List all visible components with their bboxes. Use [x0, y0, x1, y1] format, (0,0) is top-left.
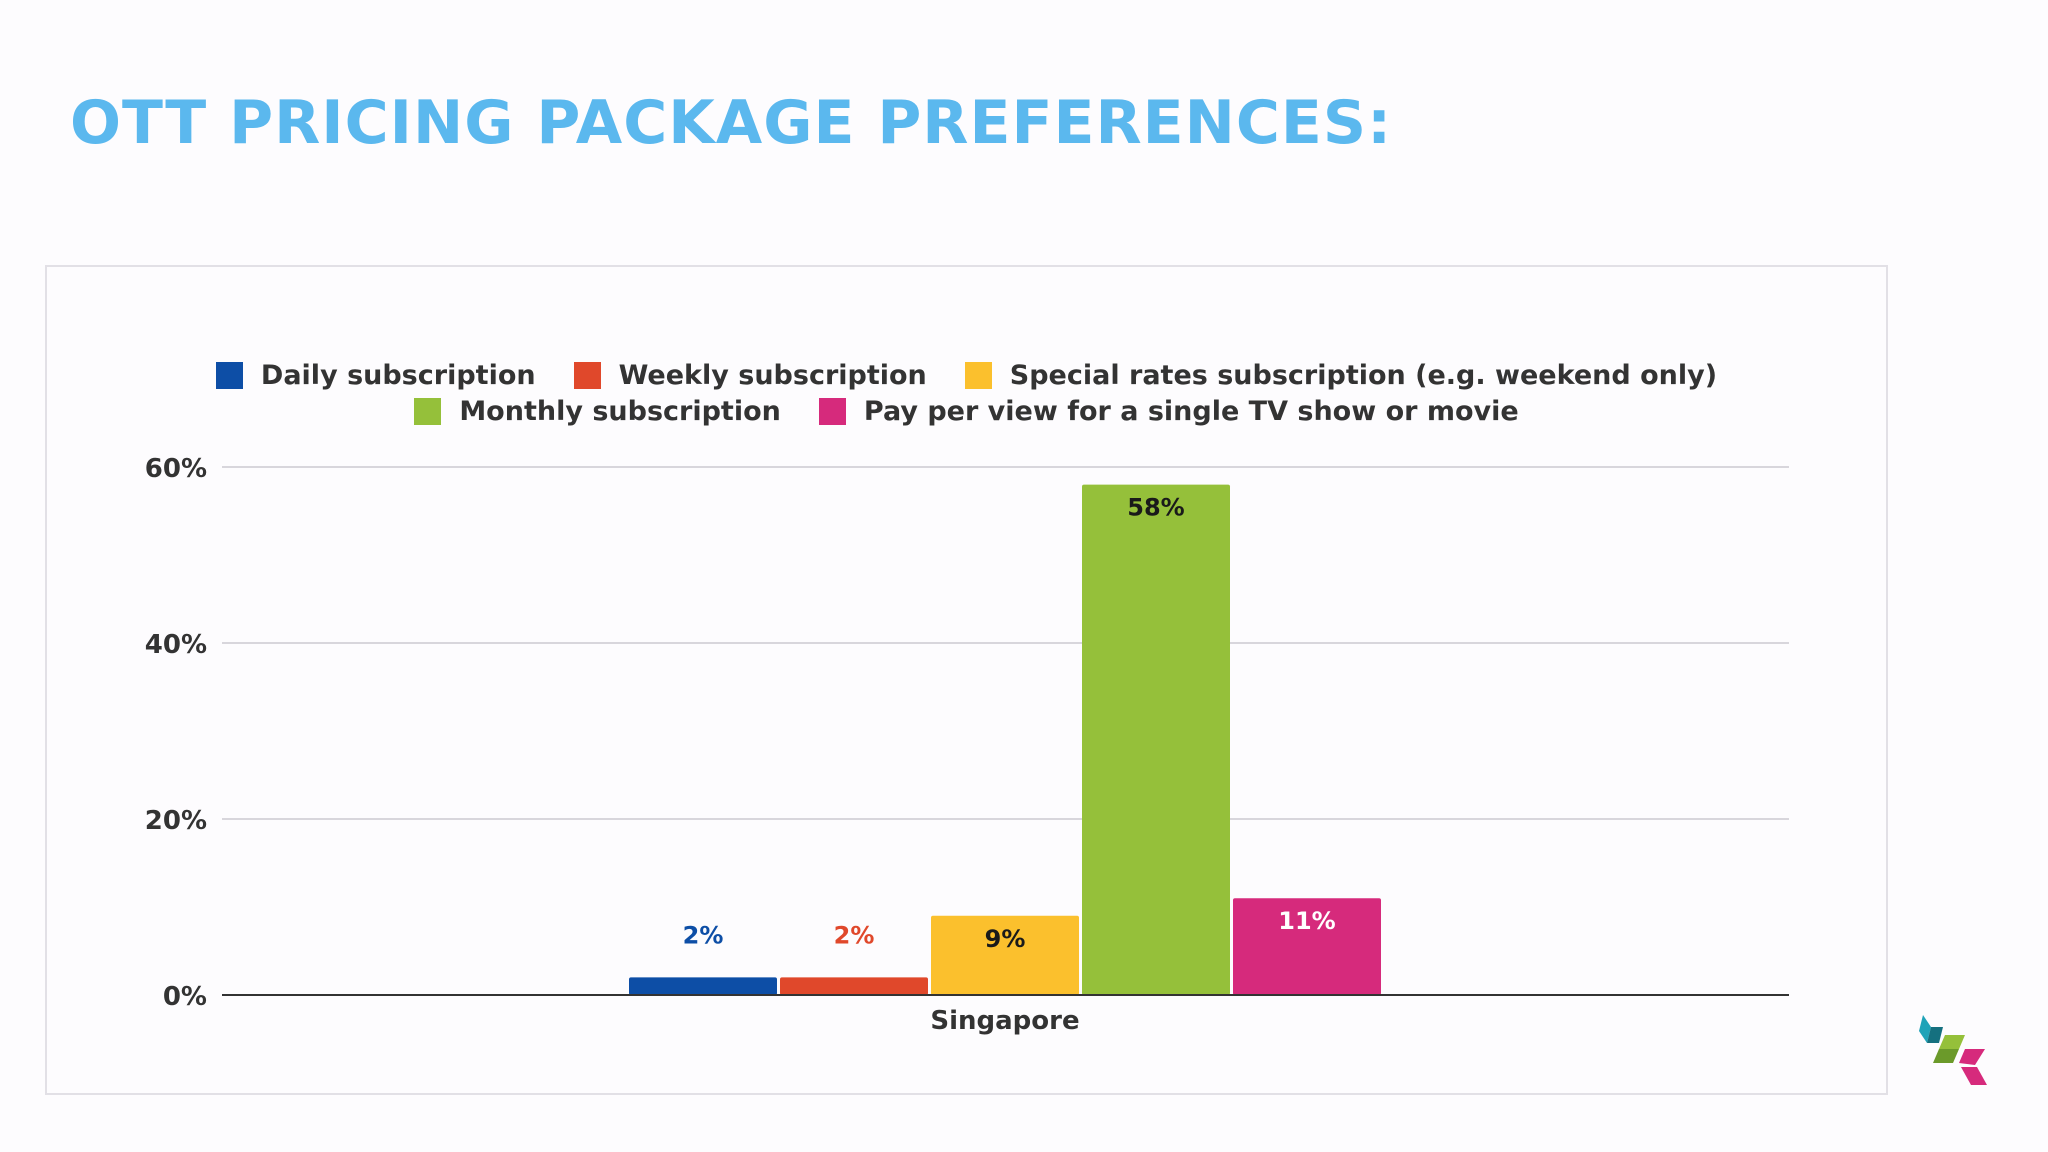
bar-chart: 0% 20% 40% 60% 2% 2% 9% 58% 11% Singapore	[145, 454, 1789, 1036]
legend-item: Monthly subscription	[414, 396, 781, 427]
bar	[629, 977, 777, 995]
legend-swatch	[573, 362, 601, 389]
y-tick-label: 40%	[145, 630, 207, 660]
bar	[780, 977, 928, 995]
data-label: 2%	[834, 921, 875, 949]
bar	[931, 915, 1079, 995]
slide-title: OTT PRICING PACKAGE PREFERENCES:	[70, 88, 1393, 158]
x-tick-label: Singapore	[930, 1006, 1079, 1036]
chart-legend-row-1: Daily subscription Weekly subscription Spe…	[47, 360, 1886, 391]
legend-label: Weekly subscription	[618, 360, 927, 391]
legend-item: Daily subscription	[215, 360, 536, 391]
legend-label: Daily subscription	[260, 360, 536, 391]
legend-swatch	[215, 362, 243, 389]
legend-item: Weekly subscription	[573, 360, 927, 391]
chart-container: Daily subscription Weekly subscription Spe…	[45, 265, 1888, 1095]
legend-label: Special rates subscription (e.g. weekend…	[1009, 360, 1718, 391]
y-tick-label: 20%	[145, 806, 207, 836]
data-label: 2%	[683, 921, 724, 949]
legend-label: Monthly subscription	[459, 396, 781, 427]
bar	[1233, 898, 1381, 995]
legend-swatch	[818, 398, 846, 425]
bar	[1082, 484, 1230, 995]
y-tick-label: 0%	[163, 982, 207, 1012]
cube-logo-icon	[1919, 1015, 1987, 1085]
legend-swatch	[414, 398, 442, 425]
legend-item: Special rates subscription (e.g. weekend…	[964, 360, 1718, 391]
data-label: 58%	[1127, 494, 1184, 522]
legend-label: Pay per view for a single TV show or mov…	[863, 396, 1519, 427]
legend-item: Pay per view for a single TV show or mov…	[818, 396, 1519, 427]
data-label: 11%	[1278, 907, 1335, 935]
chart-legend-row-2: Monthly subscription Pay per view for a s…	[47, 396, 1886, 427]
y-tick-label: 60%	[145, 454, 207, 484]
data-label: 9%	[985, 925, 1026, 953]
legend-swatch	[964, 362, 992, 389]
